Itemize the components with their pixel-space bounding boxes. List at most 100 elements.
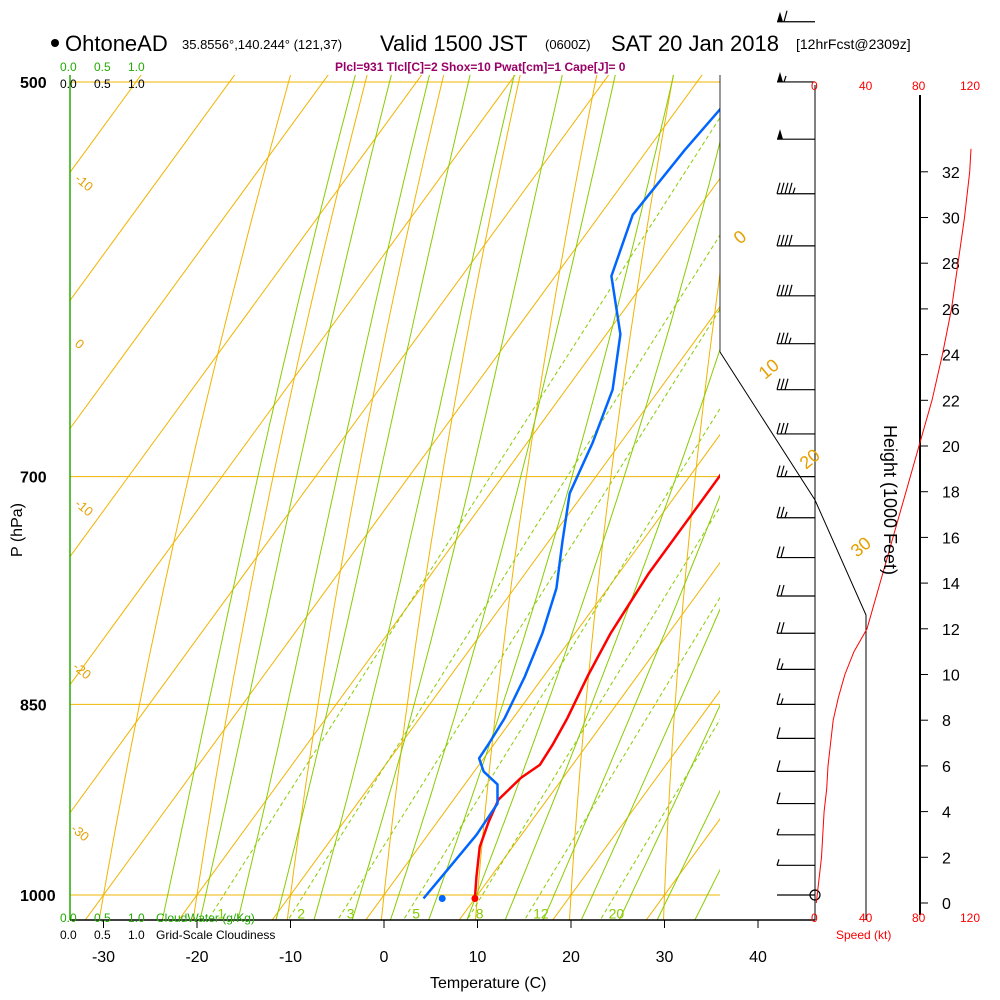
dry-adiabat-line bbox=[568, 75, 674, 920]
speed-top-120: 120 bbox=[960, 79, 980, 93]
wind-barb-flag bbox=[776, 332, 781, 344]
station-bullet-icon bbox=[51, 39, 59, 47]
height-tick-label: 24 bbox=[942, 348, 960, 365]
mixing-ratio-label: 5 bbox=[412, 906, 420, 922]
wind-barb-flag bbox=[780, 378, 785, 390]
isotherm-line bbox=[70, 75, 236, 302]
wind-barb bbox=[776, 234, 815, 247]
wind-barb-flag bbox=[780, 284, 785, 296]
surface-temp-marker bbox=[471, 895, 479, 903]
wind-barb bbox=[776, 760, 815, 773]
cl-top-0: 0.0 bbox=[60, 77, 77, 91]
isotherm-left-label: -10 bbox=[72, 171, 96, 195]
wind-barb-flag bbox=[776, 792, 781, 804]
wind-barb-flag bbox=[788, 284, 793, 296]
mixing-ratio-label: 8 bbox=[476, 906, 484, 922]
wind-barb bbox=[776, 465, 815, 478]
mixing-ratio-line bbox=[208, 116, 720, 919]
wind-barb bbox=[776, 332, 815, 345]
moist-adiabat-line bbox=[716, 0, 1000, 952]
x-tick-label: 0 bbox=[380, 949, 389, 966]
wind-barb-flag bbox=[784, 284, 789, 296]
isotherm-label: 10 bbox=[755, 355, 783, 383]
wind-barb-flag bbox=[783, 10, 788, 22]
isotherm-line bbox=[70, 75, 329, 430]
cw-top-0: 0.0 bbox=[60, 60, 77, 74]
speed-bot-40: 40 bbox=[859, 911, 873, 925]
moist-adiabat-line bbox=[389, 75, 616, 920]
wind-barb-flag bbox=[776, 584, 781, 597]
cw-bot-1: 0.5 bbox=[94, 911, 111, 925]
speed-top-40: 40 bbox=[859, 79, 873, 93]
speed-axis: 0 40 80 120 0 40 80 120 Speed (kt) bbox=[811, 79, 980, 942]
mixing-ratio-label: 2 bbox=[297, 906, 305, 922]
station-name: OhtoneAD bbox=[65, 31, 168, 56]
isotherm-left-label: -30 bbox=[68, 821, 92, 845]
cl-bot-2: 1.0 bbox=[128, 928, 145, 942]
wind-barb bbox=[776, 284, 815, 297]
wind-barb-pennant bbox=[777, 71, 783, 82]
calm-wind-icon bbox=[809, 889, 821, 901]
wind-barb bbox=[777, 71, 815, 83]
wind-barb-half-flag bbox=[784, 511, 788, 518]
height-tick-label: 12 bbox=[942, 622, 960, 639]
height-tick-label: 32 bbox=[942, 165, 960, 182]
wind-barb-flag bbox=[776, 284, 781, 296]
height-tick-label: 0 bbox=[942, 896, 951, 913]
moist-adiabat-line bbox=[351, 75, 563, 920]
height-tick-label: 6 bbox=[942, 759, 951, 776]
cw-bot-2: 1.0 bbox=[128, 911, 145, 925]
wind-barb bbox=[776, 422, 815, 435]
isotherm-line bbox=[0, 0, 671, 952]
x-tick-label: -20 bbox=[185, 949, 208, 966]
wind-barb-half-flag bbox=[776, 859, 780, 866]
height-axis-title: Height (1000 Feet) bbox=[880, 425, 900, 575]
cloud-water-label: CloudWater (g/Kg) bbox=[156, 911, 255, 925]
wind-barb-flag bbox=[776, 378, 781, 390]
wind-barb bbox=[776, 693, 815, 705]
wind-barb-flag bbox=[776, 693, 781, 705]
isotherm-label: 20 bbox=[796, 445, 824, 473]
wind-barb-flag bbox=[780, 422, 785, 435]
wind-barb-flag bbox=[788, 234, 793, 247]
speed-top-0: 0 bbox=[811, 79, 818, 93]
cl-top-1: 0.5 bbox=[94, 77, 111, 91]
isotherm-line bbox=[0, 0, 578, 952]
terrain-outline bbox=[719, 351, 867, 920]
height-tick-label: 2 bbox=[942, 850, 951, 867]
moist-adiabat-line bbox=[161, 75, 356, 920]
isotherm-line bbox=[810, 0, 1000, 952]
wind-barb bbox=[776, 378, 815, 391]
isotherm-left-label: -10 bbox=[72, 496, 96, 520]
wind-barb-half-flag bbox=[780, 698, 784, 705]
dry-adiabat-line bbox=[286, 75, 445, 920]
moist-adiabat-line bbox=[466, 140, 720, 920]
wind-barb-flag bbox=[776, 465, 781, 477]
dry-adiabat-line bbox=[663, 270, 720, 920]
dry-adiabat-line bbox=[474, 75, 598, 920]
isotherm-left-label: 0 bbox=[72, 336, 87, 352]
mixing-ratio-label: 3 bbox=[347, 906, 355, 922]
height-tick-label: 14 bbox=[942, 576, 960, 593]
wind-barb-flag bbox=[776, 727, 781, 739]
moist-adiabat-line bbox=[542, 494, 720, 920]
mixing-ratio-label: 12 bbox=[533, 906, 549, 922]
moist-adiabat-line bbox=[428, 75, 675, 920]
isotherm-line bbox=[70, 75, 610, 814]
wind-barb bbox=[776, 658, 815, 670]
wind-barb-flag bbox=[784, 234, 789, 247]
wind-barb-half-flag bbox=[792, 187, 796, 194]
height-tick-label: 10 bbox=[942, 668, 960, 685]
wind-barb-flag bbox=[776, 546, 781, 558]
wind-barb-pennant bbox=[777, 11, 783, 22]
wind-barb-flag bbox=[780, 506, 785, 518]
mixing-ratio-line bbox=[525, 596, 720, 919]
x-tick-label: 30 bbox=[656, 949, 674, 966]
wind-barb-flag bbox=[784, 378, 789, 390]
x-axis-title: Temperature (C) bbox=[430, 975, 546, 992]
pressure-tick-label: 850 bbox=[20, 697, 47, 714]
speed-bot-120: 120 bbox=[960, 911, 980, 925]
wind-barb-half-flag bbox=[788, 337, 792, 344]
height-tick-label: 18 bbox=[942, 485, 960, 502]
cw-top-2: 1.0 bbox=[128, 60, 145, 74]
